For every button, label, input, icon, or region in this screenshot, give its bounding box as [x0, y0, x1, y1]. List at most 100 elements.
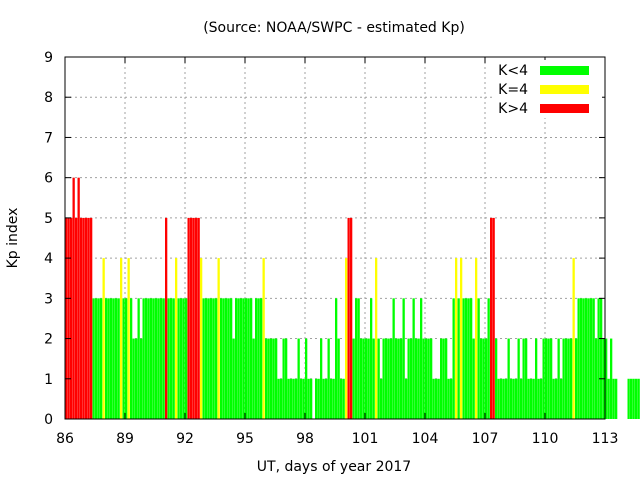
kp-bar: [200, 258, 203, 419]
kp-bar: [290, 378, 293, 419]
y-tick-label: 7: [44, 130, 53, 146]
kp-bar: [502, 378, 505, 419]
kp-bar: [117, 298, 120, 419]
kp-bar: [122, 298, 125, 419]
kp-bar: [160, 298, 163, 419]
kp-bar: [72, 177, 75, 419]
kp-bar: [442, 338, 445, 419]
x-tick-label: 92: [176, 431, 194, 447]
kp-bar: [105, 298, 108, 419]
kp-bar: [390, 338, 393, 419]
chart-title: (Source: NOAA/SWPC - estimated Kp): [203, 20, 465, 36]
legend-label-low: K<4: [498, 63, 528, 79]
kp-bar: [180, 298, 183, 419]
x-tick-label: 101: [352, 431, 379, 447]
y-tick-label: 5: [44, 211, 53, 227]
kp-bar: [310, 378, 313, 419]
legend: K<4 K=4 K>4: [494, 60, 602, 118]
kp-bar: [145, 298, 148, 419]
kp-bar: [267, 338, 270, 419]
x-tick-label: 89: [116, 431, 134, 447]
kp-bar: [605, 338, 608, 419]
kp-bar: [272, 338, 275, 419]
kp-bar: [257, 298, 260, 419]
kp-bar: [157, 298, 160, 419]
kp-bar: [280, 378, 283, 419]
kp-bar: [87, 217, 90, 419]
kp-bar: [540, 378, 543, 419]
kp-bar: [387, 338, 390, 419]
kp-bar: [530, 378, 533, 419]
x-axis-label: UT, days of year 2017: [257, 459, 411, 475]
kp-bar: [75, 217, 78, 419]
kp-bar: [345, 258, 348, 419]
kp-bar: [300, 378, 303, 419]
kp-bar: [377, 338, 380, 419]
kp-bar: [397, 338, 400, 419]
kp-bar: [400, 338, 403, 419]
legend-swatch-high: [540, 104, 589, 113]
kp-bar: [330, 378, 333, 419]
kp-bar: [567, 338, 570, 419]
kp-bar: [627, 378, 630, 419]
legend-label-equal: K=4: [498, 82, 528, 98]
kp-bar: [492, 217, 495, 419]
kp-bar: [477, 298, 480, 419]
kp-bar: [405, 378, 408, 419]
kp-bars: [65, 177, 640, 419]
y-tick-label: 0: [44, 412, 53, 428]
kp-bar: [307, 378, 310, 419]
kp-bar: [102, 258, 105, 419]
kp-bar: [292, 378, 295, 419]
kp-bar: [635, 378, 638, 419]
kp-bar: [532, 378, 535, 419]
kp-bar: [165, 217, 168, 419]
kp-bar: [362, 338, 365, 419]
kp-bar: [247, 298, 250, 419]
kp-bar: [420, 298, 423, 419]
legend-label-high: K>4: [498, 101, 528, 117]
kp-bar: [482, 338, 485, 419]
kp-bar: [325, 378, 328, 419]
kp-bar: [205, 298, 208, 419]
kp-bar: [332, 378, 335, 419]
kp-bar: [592, 298, 595, 419]
kp-bar: [185, 298, 188, 419]
kp-bar: [235, 298, 238, 419]
kp-bar: [495, 338, 498, 419]
kp-bar: [432, 378, 435, 419]
kp-bar: [487, 298, 490, 419]
kp-bar: [262, 258, 265, 419]
kp-bar: [515, 378, 518, 419]
kp-bar: [410, 338, 413, 419]
kp-bar: [347, 217, 350, 419]
kp-bar: [445, 338, 448, 419]
kp-bar: [422, 338, 425, 419]
kp-bar: [450, 378, 453, 419]
kp-bar: [302, 378, 305, 419]
kp-bar: [560, 378, 563, 419]
kp-bar: [340, 378, 343, 419]
kp-bar: [517, 338, 520, 419]
kp-bar: [380, 378, 383, 419]
kp-bar: [447, 378, 450, 419]
kp-bar: [85, 217, 88, 419]
kp-bar: [585, 298, 588, 419]
kp-bar: [175, 258, 178, 419]
kp-bar: [615, 378, 618, 419]
kp-bar: [612, 378, 615, 419]
kp-bar: [370, 298, 373, 419]
kp-bar: [467, 298, 470, 419]
kp-bar: [597, 298, 600, 419]
y-tick-label: 4: [44, 251, 53, 267]
x-tick-label: 95: [236, 431, 254, 447]
kp-bar: [372, 338, 375, 419]
kp-bar: [77, 177, 80, 419]
kp-bar: [545, 338, 548, 419]
kp-bar: [337, 338, 340, 419]
kp-bar: [260, 298, 263, 419]
kp-bar: [412, 298, 415, 419]
kp-bar: [132, 338, 135, 419]
kp-bar: [425, 338, 428, 419]
x-tick-label: 107: [472, 431, 499, 447]
